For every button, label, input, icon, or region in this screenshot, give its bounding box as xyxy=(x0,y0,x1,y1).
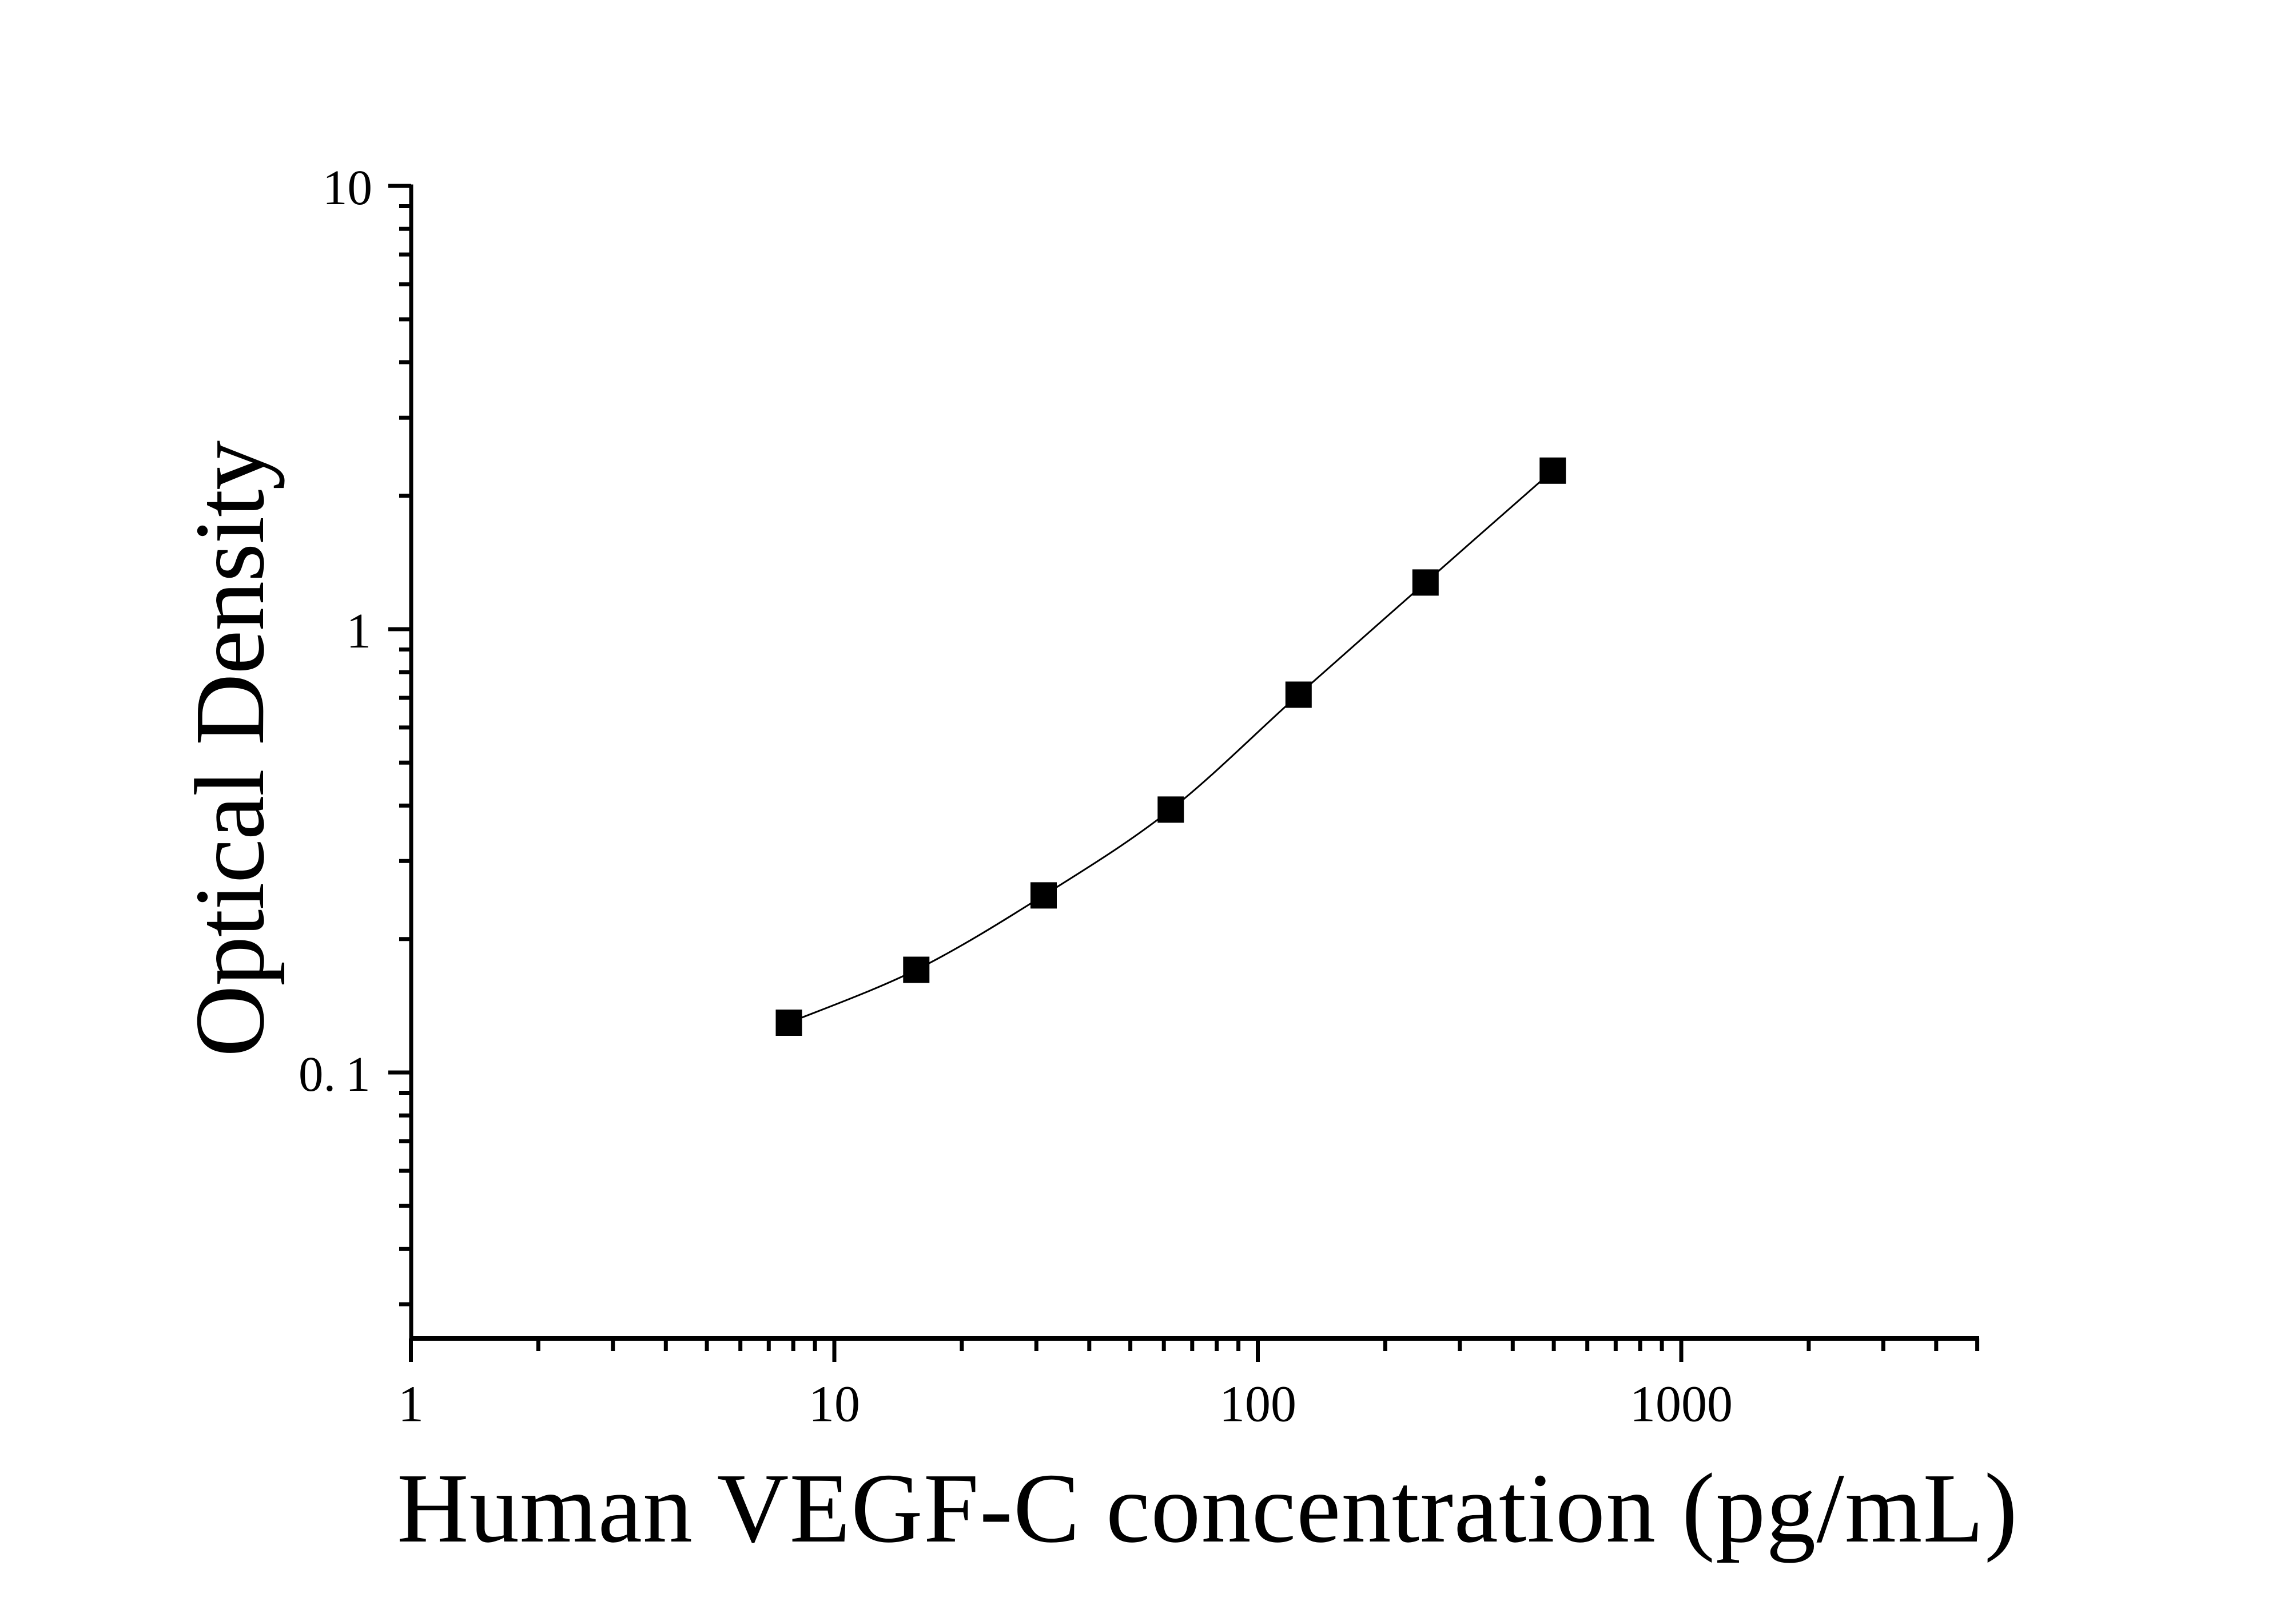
svg-text:100: 100 xyxy=(1219,1376,1296,1433)
svg-text:Optical Density: Optical Density xyxy=(174,440,285,1057)
svg-text:1000: 1000 xyxy=(1630,1376,1733,1433)
svg-text:10: 10 xyxy=(809,1376,860,1433)
svg-text:1: 1 xyxy=(398,1376,424,1433)
svg-text:1: 1 xyxy=(347,603,372,658)
svg-text:0.1: 0. 1 xyxy=(299,1046,371,1102)
svg-text:10: 10 xyxy=(323,160,372,215)
svg-text:Human VEGF-C concentration (pg: Human VEGF-C concentration (pg/mL) xyxy=(397,1453,2018,1563)
